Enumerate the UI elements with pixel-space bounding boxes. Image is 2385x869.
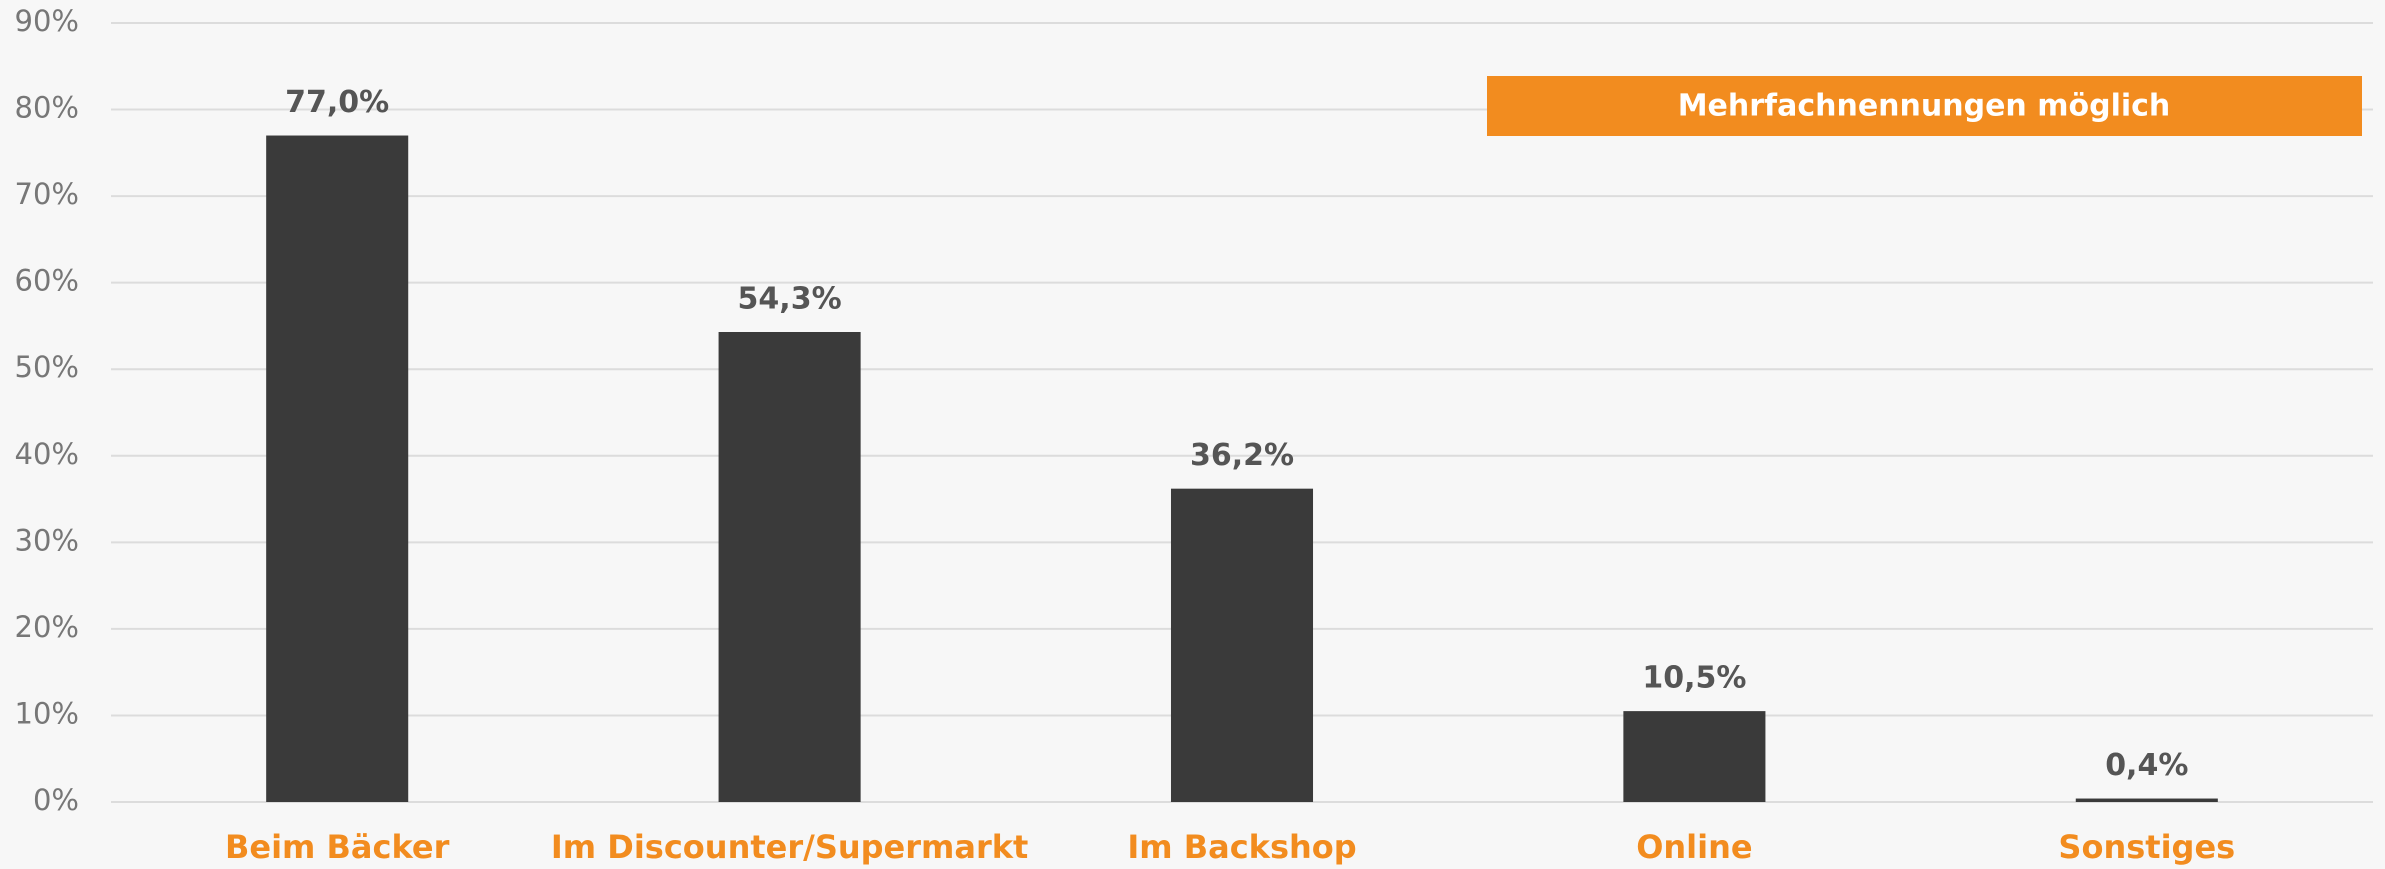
- value-label: 0,4%: [2105, 748, 2188, 783]
- bar: [266, 135, 409, 802]
- y-tick-label: 40%: [15, 437, 79, 471]
- value-label: 36,2%: [1190, 438, 1294, 473]
- y-tick-label: 70%: [15, 177, 79, 211]
- x-tick-label: Beim Bäcker: [225, 828, 450, 866]
- y-tick-label: 80%: [15, 91, 79, 125]
- annotation-box: [1487, 76, 2362, 136]
- y-tick-label: 10%: [15, 696, 79, 730]
- x-tick-label: Im Backshop: [1127, 828, 1356, 866]
- y-tick-label: 0%: [33, 783, 79, 817]
- x-tick-label: Im Discounter/Supermarkt: [551, 828, 1028, 866]
- bar: [1170, 488, 1314, 802]
- x-tick-label: Online: [1636, 828, 1752, 866]
- bar: [2075, 798, 2218, 802]
- bar: [718, 332, 861, 802]
- y-tick-label: 20%: [15, 610, 79, 644]
- y-tick-label: 90%: [15, 4, 79, 38]
- value-label: 54,3%: [738, 282, 842, 317]
- annotation: Mehrfachnennungen möglich: [1678, 89, 2171, 124]
- value-label: 77,0%: [285, 85, 389, 120]
- y-tick-label: 30%: [15, 523, 79, 557]
- y-tick-label: 50%: [15, 350, 79, 384]
- value-label: 10,5%: [1642, 661, 1746, 696]
- bar: [1623, 711, 1766, 802]
- x-tick-label: Sonstiges: [2058, 828, 2235, 866]
- y-tick-label: 60%: [15, 264, 79, 298]
